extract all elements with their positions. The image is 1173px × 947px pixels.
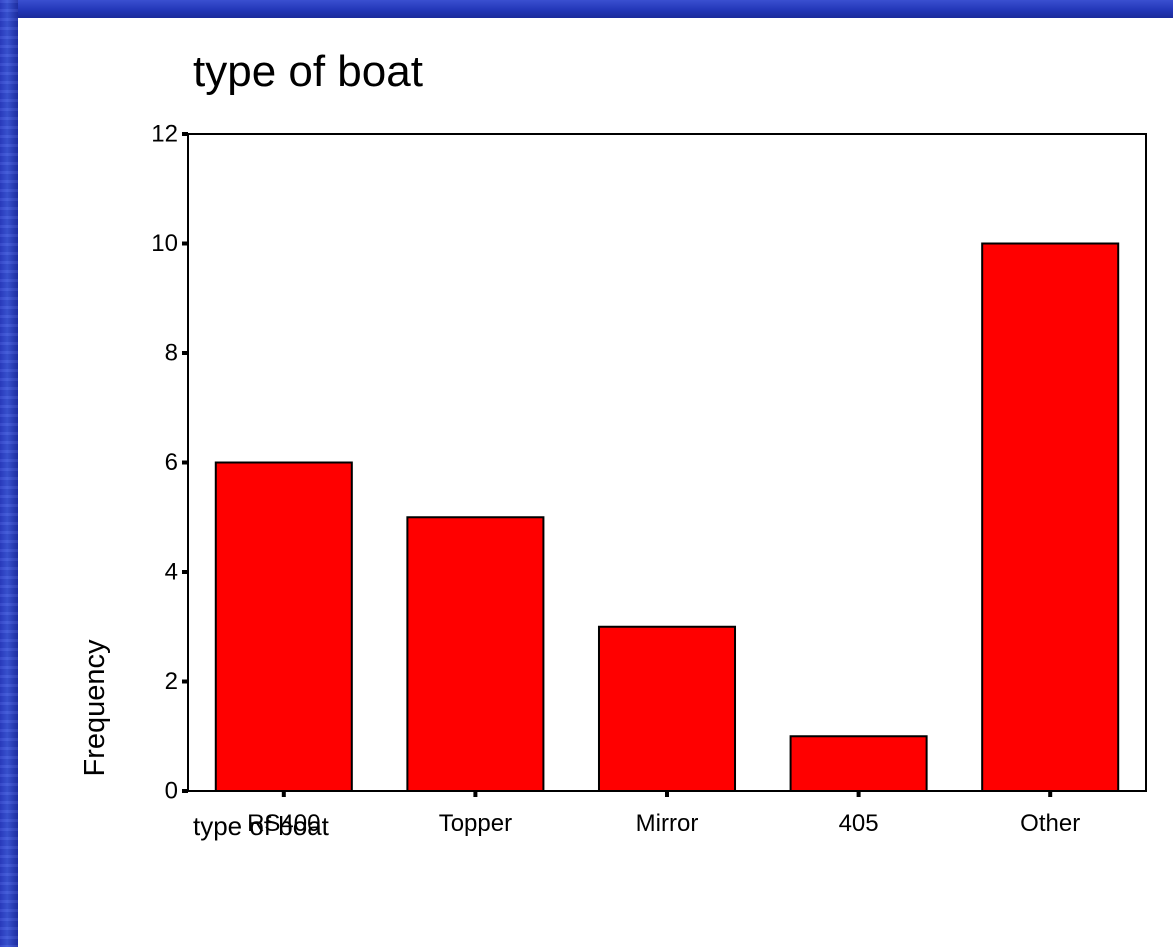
x-axis-ticks: RS400 Topper Mirror 405 Other xyxy=(247,791,1080,837)
x-tick-label: Other xyxy=(1020,810,1080,837)
x-tick-label: RS400 xyxy=(247,810,320,837)
slide-frame-top xyxy=(0,0,1173,18)
chart-title: type of boat xyxy=(193,47,423,96)
plot-frame xyxy=(187,133,1147,792)
bar-topper xyxy=(406,516,545,792)
x-axis-label: type of boat xyxy=(193,811,329,841)
x-tick-label: Mirror xyxy=(636,810,699,837)
bar-rs400 xyxy=(214,461,353,792)
y-tick-label: 10 xyxy=(151,230,178,257)
y-tick-label: 8 xyxy=(165,340,178,367)
y-axis-label: Frequency xyxy=(79,639,111,777)
chart-panel xyxy=(18,18,1173,947)
bar-405 xyxy=(789,735,928,792)
bars xyxy=(214,242,1120,792)
slide-frame-left xyxy=(0,0,18,947)
y-axis-ticks: 0 2 4 6 8 10 12 xyxy=(151,121,188,805)
y-tick-label: 4 xyxy=(165,559,178,586)
x-tick-label: Topper xyxy=(439,810,512,837)
y-tick-label: 6 xyxy=(165,449,178,476)
bar-mirror xyxy=(597,625,737,792)
y-tick-label: 2 xyxy=(165,668,178,695)
y-tick-label: 0 xyxy=(165,778,178,805)
x-tick-label: 405 xyxy=(839,810,879,837)
bar-other xyxy=(981,242,1120,792)
y-tick-label: 12 xyxy=(151,121,178,148)
